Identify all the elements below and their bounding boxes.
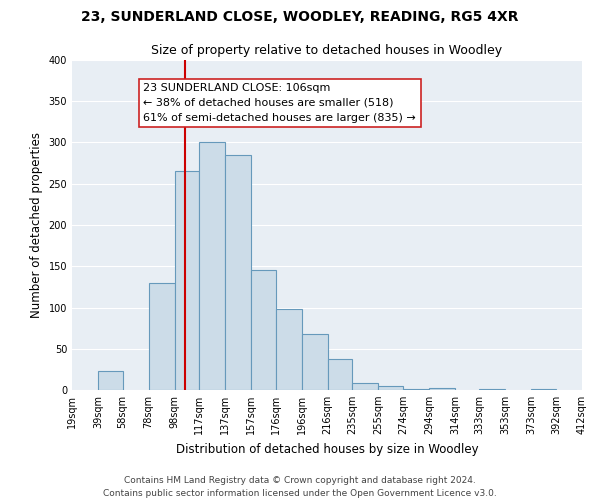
Y-axis label: Number of detached properties: Number of detached properties <box>30 132 43 318</box>
Text: Contains HM Land Registry data © Crown copyright and database right 2024.
Contai: Contains HM Land Registry data © Crown c… <box>103 476 497 498</box>
Bar <box>328 360 352 390</box>
Title: Size of property relative to detached houses in Woodley: Size of property relative to detached ho… <box>151 44 503 58</box>
Text: 23, SUNDERLAND CLOSE, WOODLEY, READING, RG5 4XR: 23, SUNDERLAND CLOSE, WOODLEY, READING, … <box>81 10 519 24</box>
Bar <box>479 389 505 390</box>
Bar <box>378 386 403 390</box>
Bar <box>251 270 276 390</box>
Bar <box>225 155 251 390</box>
Bar <box>429 388 455 390</box>
Bar <box>199 142 225 390</box>
Bar <box>149 283 175 390</box>
Bar <box>352 382 378 390</box>
Bar <box>276 309 302 390</box>
X-axis label: Distribution of detached houses by size in Woodley: Distribution of detached houses by size … <box>176 442 478 456</box>
Bar <box>403 389 429 390</box>
Bar <box>175 172 199 390</box>
Bar <box>302 334 328 390</box>
Text: 23 SUNDERLAND CLOSE: 106sqm
← 38% of detached houses are smaller (518)
61% of se: 23 SUNDERLAND CLOSE: 106sqm ← 38% of det… <box>143 83 416 122</box>
Bar <box>98 371 122 390</box>
Bar <box>532 389 556 390</box>
